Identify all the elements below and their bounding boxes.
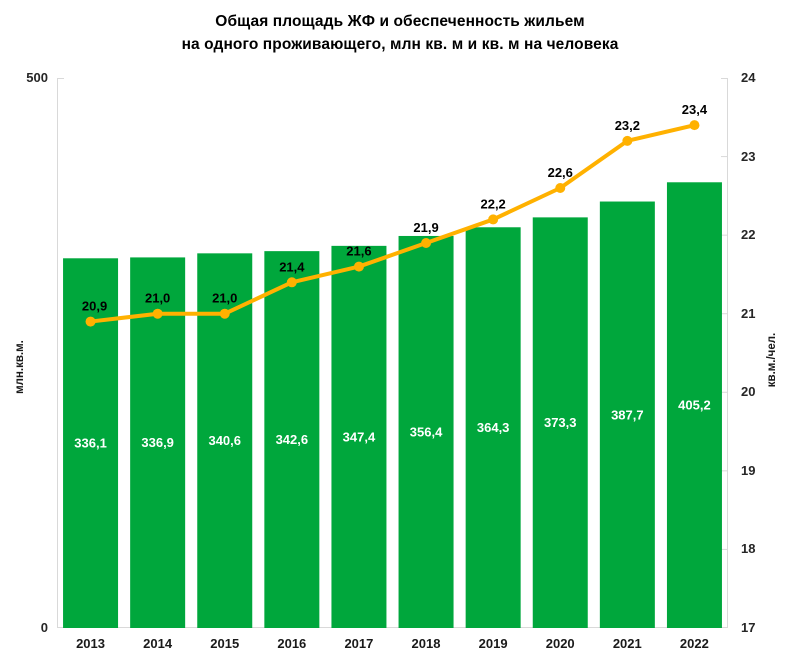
bar-2020 [532,217,588,628]
right-axis-tick-19: 19 [741,462,756,478]
bar-value-label: 347,4 [343,429,376,444]
bar-2019 [465,227,521,628]
line-marker-2017 [353,261,364,272]
line-marker-2018 [421,238,432,248]
right-axis-tick-17: 17 [741,620,756,635]
bar-value-label: 356,4 [410,424,443,439]
line-value-label: 20,9 [82,299,107,314]
line-marker-2016 [286,277,297,288]
x-axis-labels: 2013 2014 2015 2016 2017 2018 2019 2020 2021 2022 [57,636,728,654]
bar-value-label: 342,6 [276,432,309,447]
x-axis-label-2021: 2021 [612,636,642,651]
line-marker-2020 [555,183,566,193]
line-value-label: 21,0 [212,291,237,306]
chart-title-line2: на одного проживающего, млн кв. м и кв. … [181,36,619,53]
left-axis-tick-0: 0 [40,620,48,635]
right-axis-tick-18: 18 [741,541,756,557]
line-value-label: 21,0 [145,291,170,306]
line-value-label: 21,9 [413,220,438,235]
bar-2017 [331,245,387,628]
bar-value-label: 336,1 [74,436,107,451]
bar-2021 [599,201,655,628]
x-axis-label-2022: 2022 [679,636,709,651]
bar-value-label: 373,3 [544,415,577,430]
x-axis-label-2020: 2020 [545,636,575,651]
bar-2014 [130,257,186,628]
line-marker-2021 [622,135,633,146]
line-marker-2015 [219,308,230,319]
left-axis-tick-500: 500 [26,70,48,85]
bar-value-label: 387,7 [611,407,644,422]
line-series [88,123,697,324]
plot-area: 336,1 336,9 340,6 342,6 347,4 356,4 364,3 373,3… [57,78,728,628]
x-axis-label-2019: 2019 [478,636,508,651]
chart-title-line1: Общая площадь ЖФ и обеспеченность жильем [215,13,585,30]
bar-value-label: 364,3 [477,420,510,435]
line-marker-2022 [689,120,700,131]
bar-2022 [666,182,722,628]
left-axis-title: млн.кв.м. [14,340,26,394]
bar-value-label: 336,9 [141,435,174,450]
line-value-label: 21,6 [346,244,371,259]
line-value-label: 23,4 [682,102,708,117]
chart-title: Общая площадь ЖФ и обеспеченность жильем… [0,10,800,56]
line-value-label: 22,2 [480,196,505,211]
x-axis-label-2018: 2018 [411,636,441,651]
x-axis-label-2013: 2013 [76,636,105,651]
x-axis-label-2016: 2016 [277,636,307,651]
right-axis-tick-24: 24 [741,70,756,85]
bar-value-label: 340,6 [208,433,241,448]
x-axis-label-2017: 2017 [344,636,374,651]
right-axis-tick-22: 22 [741,227,756,243]
x-axis-label-2014: 2014 [143,636,173,651]
bar-2016 [264,251,320,628]
line-marker-2013 [85,316,96,327]
right-axis-tick-20: 20 [741,384,756,400]
line-marker-2014 [152,308,163,319]
line-value-label: 23,2 [615,118,640,133]
bar-value-label: 405,2 [678,398,711,413]
right-axis-tick-23: 23 [741,148,756,164]
line-value-label: 22,6 [548,165,573,180]
right-axis-tick-21: 21 [741,305,756,321]
x-axis-label-2015: 2015 [210,636,240,651]
line-marker-2019 [488,214,499,225]
bar-2018 [398,235,454,628]
line-value-label: 21,4 [279,259,305,274]
